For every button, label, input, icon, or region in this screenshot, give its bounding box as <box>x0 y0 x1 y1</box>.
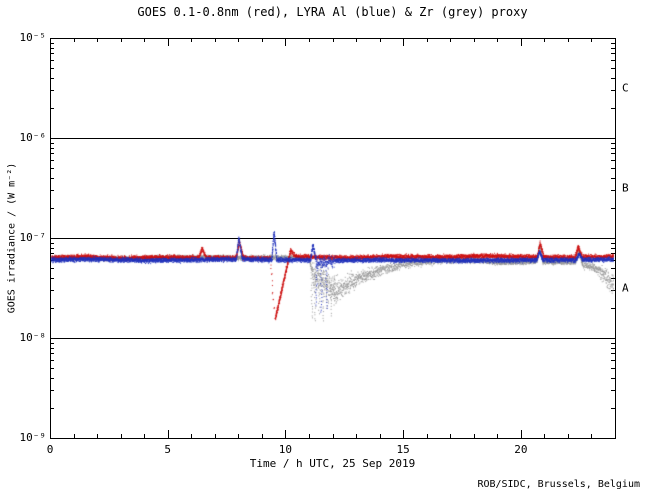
y-tick-label: 10⁻⁷ <box>19 230 47 244</box>
chart-title: GOES 0.1-0.8nm (red), LYRA Al (blue) & Z… <box>137 5 528 19</box>
x-axis-title: Time / h UTC, 25 Sep 2019 <box>249 457 416 470</box>
flare-class-label: A <box>622 281 629 295</box>
x-tick-label: 0 <box>46 443 54 456</box>
y-tick-label: 10⁻⁹ <box>19 430 47 444</box>
credit-text: ROB/SIDC, Brussels, Belgium <box>477 479 640 490</box>
x-tick-label: 10 <box>278 443 293 456</box>
flare-class-label: B <box>622 181 629 195</box>
flare-class-label: C <box>622 81 629 95</box>
x-tick-label: 5 <box>164 443 172 456</box>
x-tick-label: 15 <box>396 443 410 456</box>
x-tick-label: 20 <box>514 443 528 456</box>
y-tick-label: 10⁻⁸ <box>19 330 47 344</box>
y-tick-label: 10⁻⁶ <box>19 130 47 144</box>
y-tick-label: 10⁻⁵ <box>19 30 47 44</box>
